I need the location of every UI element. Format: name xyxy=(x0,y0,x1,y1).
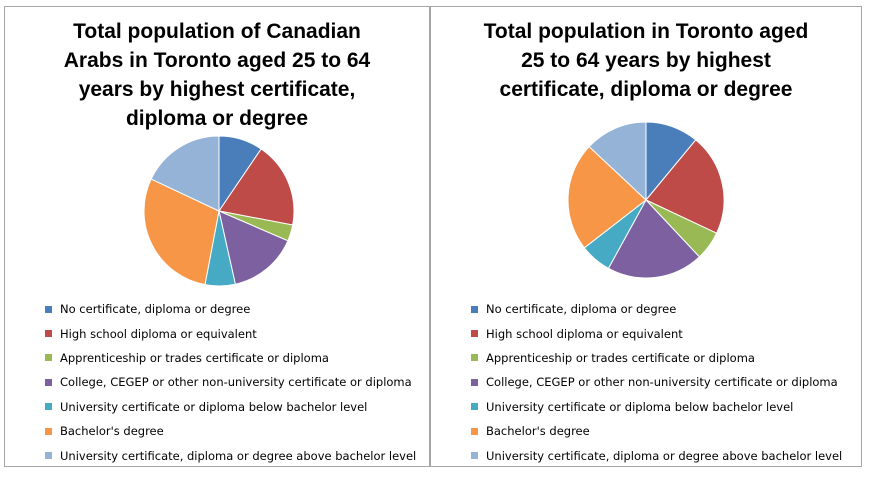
legend-label: College, CEGEP or other non-university c… xyxy=(486,375,838,390)
legend-entry: No certificate, diploma or degree xyxy=(471,297,842,321)
pie-slice xyxy=(567,145,647,249)
legend-label: College, CEGEP or other non-university c… xyxy=(60,375,412,390)
legend-swatch xyxy=(471,305,478,313)
legend-swatch xyxy=(45,354,52,362)
legend: No certificate, diploma or degree High sc… xyxy=(45,297,416,468)
pie-slice xyxy=(218,210,289,285)
legend-entry: High school diploma or equivalent xyxy=(471,321,842,345)
legend-label: Apprenticeship or trades certificate or … xyxy=(60,350,329,365)
legend-entry: College, CEGEP or other non-university c… xyxy=(45,370,416,394)
legend-swatch xyxy=(471,403,478,411)
pie-slice xyxy=(645,139,725,234)
pie-slice xyxy=(150,135,220,212)
legend-label: University certificate or diploma below … xyxy=(60,399,368,414)
legend-swatch xyxy=(471,378,478,386)
pie-slice xyxy=(607,199,701,279)
legend-swatch xyxy=(45,452,52,460)
legend-entry: College, CEGEP or other non-university c… xyxy=(471,370,842,394)
legend-entry: University certificate or diploma below … xyxy=(471,395,842,419)
legend-entry: Apprenticeship or trades certificate or … xyxy=(471,346,842,370)
legend-swatch xyxy=(45,403,52,411)
legend: No certificate, diploma or degree High sc… xyxy=(471,297,842,468)
pie-slice xyxy=(143,178,220,286)
legend-label: Apprenticeship or trades certificate or … xyxy=(486,350,755,365)
legend-label: University certificate or diploma below … xyxy=(486,399,794,414)
legend-swatch xyxy=(45,305,52,313)
legend-label: Bachelor's degree xyxy=(486,424,590,439)
legend-label: No certificate, diploma or degree xyxy=(486,302,677,317)
legend-swatch xyxy=(45,330,52,338)
legend-entry: University certificate, diploma or degre… xyxy=(471,443,842,467)
legend-swatch xyxy=(471,452,478,460)
pie-slice xyxy=(588,121,647,202)
pie-chart xyxy=(567,121,725,279)
legend-entry: Apprenticeship or trades certificate or … xyxy=(45,346,416,370)
legend-label: No certificate, diploma or degree xyxy=(60,302,251,317)
legend-label: University certificate, diploma or degre… xyxy=(486,448,843,463)
legend-swatch xyxy=(45,378,52,386)
legend-entry: University certificate, diploma or degre… xyxy=(45,443,416,467)
legend-entry: High school diploma or equivalent xyxy=(45,321,416,345)
legend-entry: Bachelor's degree xyxy=(45,419,416,443)
legend-label: High school diploma or equivalent xyxy=(486,326,683,341)
legend-label: High school diploma or equivalent xyxy=(60,326,257,341)
legend-swatch xyxy=(45,427,52,435)
pie-chart xyxy=(143,135,295,287)
legend-entry: No certificate, diploma or degree xyxy=(45,297,416,321)
chart-title: Total population in Toronto aged 25 to 6… xyxy=(483,20,809,101)
chart-panel-left: Total population of Canadian Arabs in To… xyxy=(4,6,430,467)
legend-swatch xyxy=(471,427,478,435)
legend-label: Bachelor's degree xyxy=(60,424,164,439)
chart-panel-right: Total population in Toronto aged 25 to 6… xyxy=(430,6,862,467)
chart-title: Total population of Canadian Arabs in To… xyxy=(63,20,371,130)
legend-swatch xyxy=(471,354,478,362)
legend-label: University certificate, diploma or degre… xyxy=(60,448,417,463)
legend-entry: Bachelor's degree xyxy=(471,419,842,443)
legend-entry: University certificate or diploma below … xyxy=(45,395,416,419)
legend-swatch xyxy=(471,330,478,338)
pie-slice xyxy=(218,148,295,226)
